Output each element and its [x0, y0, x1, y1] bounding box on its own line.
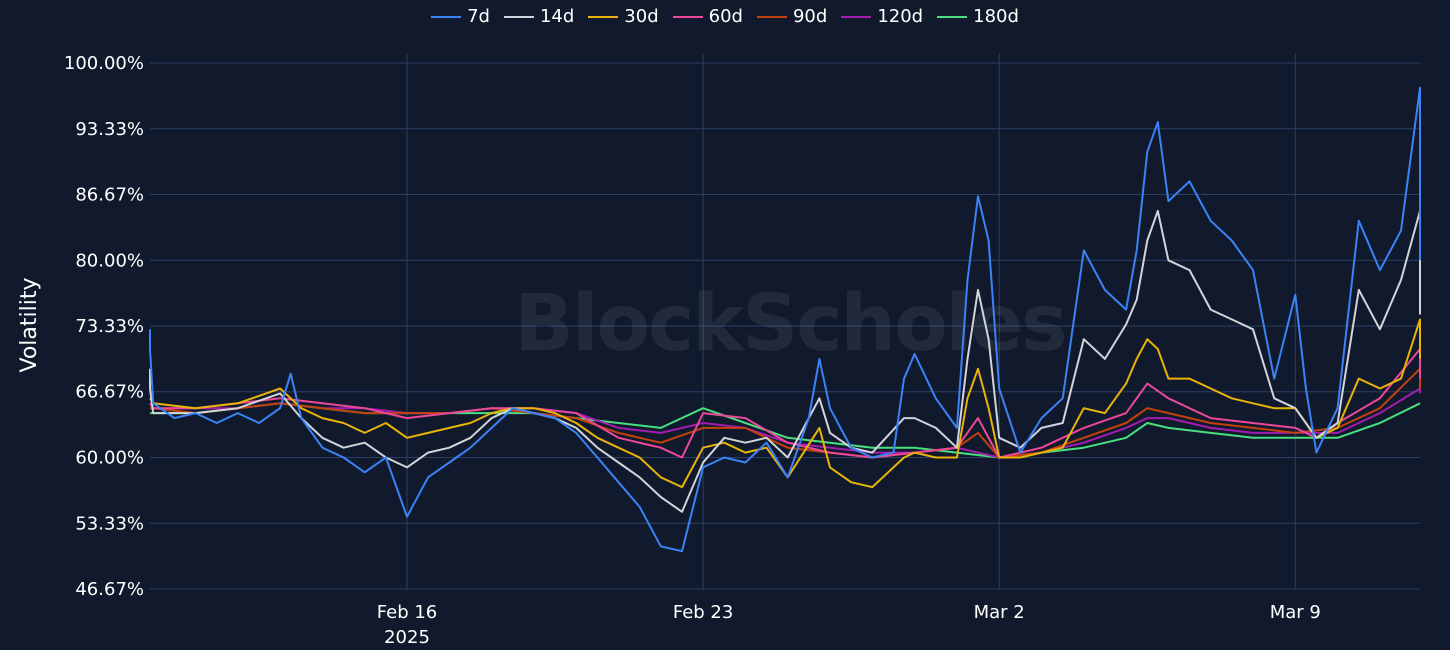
y-tick-label: 53.33%: [75, 513, 144, 534]
grid: [150, 53, 1420, 590]
watermark-text: BlockScholes: [514, 279, 1065, 369]
y-axis-ticks: 100.00% 93.33% 86.67% 80.00% 73.33% 66.67% 60.…: [64, 53, 144, 600]
legend-swatch: [937, 15, 968, 18]
x-tick-sublabel: 2025: [384, 627, 430, 648]
y-tick-label: 93.33%: [75, 119, 144, 140]
y-axis-label: Volatility: [17, 277, 42, 372]
legend-item-14d[interactable]: 14d: [503, 6, 575, 27]
legend-item-180d[interactable]: 180d: [937, 6, 1019, 27]
legend-swatch: [588, 15, 619, 18]
legend-label: 60d: [708, 6, 743, 27]
legend-swatch: [431, 15, 462, 18]
x-tick-label: Feb 23: [673, 602, 734, 623]
legend-item-30d[interactable]: 30d: [588, 6, 659, 27]
y-tick-label: 73.33%: [75, 316, 144, 337]
x-tick-label: Mar 2: [974, 602, 1025, 623]
legend-item-120d[interactable]: 120d: [841, 6, 923, 27]
y-tick-label: 46.67%: [75, 579, 144, 600]
series-line-14d: [149, 209, 1421, 513]
legend-label: 120d: [877, 6, 924, 27]
series-lines: [149, 86, 1421, 553]
legend: 7d 14d 30d 60d 90d 120d 180d: [0, 6, 1450, 27]
y-tick-label: 86.67%: [75, 184, 144, 205]
legend-swatch: [841, 15, 872, 18]
legend-label: 30d: [624, 6, 659, 27]
y-tick-label: 80.00%: [75, 250, 144, 271]
series-line-7d: [149, 86, 1421, 553]
legend-swatch: [503, 15, 534, 18]
legend-label: 180d: [973, 6, 1019, 27]
legend-swatch: [672, 15, 703, 18]
legend-label: 7d: [467, 6, 490, 27]
legend-item-7d[interactable]: 7d: [431, 6, 490, 27]
legend-item-90d[interactable]: 90d: [756, 6, 828, 27]
x-tick-label: Feb 16: [377, 602, 438, 623]
series-line-60d: [149, 348, 1421, 459]
y-tick-label: 100.00%: [64, 53, 144, 74]
legend-swatch: [756, 15, 787, 18]
legend-label: 14d: [539, 6, 575, 27]
y-tick-label: 60.00%: [75, 448, 144, 469]
legend-item-60d[interactable]: 60d: [672, 6, 743, 27]
x-tick-label: Mar 9: [1270, 602, 1321, 623]
y-tick-label: 66.67%: [75, 382, 144, 403]
series-line-30d: [149, 318, 1421, 489]
legend-label: 90d: [792, 6, 828, 27]
x-axis-ticks: Feb 16 2025 Feb 23 Mar 2 Mar 9: [377, 602, 1321, 648]
